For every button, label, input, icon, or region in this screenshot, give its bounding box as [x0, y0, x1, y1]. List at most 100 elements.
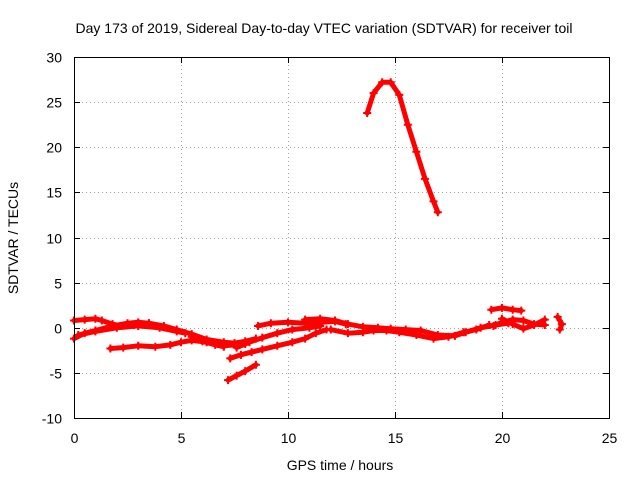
data-point [553, 312, 562, 321]
data-point [232, 343, 241, 352]
data-point [211, 340, 220, 349]
data-point [487, 305, 496, 314]
y-tick-label: 20 [46, 140, 62, 156]
data-point [508, 305, 517, 314]
data-point [343, 320, 352, 329]
data-point [301, 315, 310, 324]
data-point [273, 329, 282, 338]
data-point [429, 197, 438, 206]
series-arc-12 [364, 79, 441, 215]
y-tick-label: 10 [46, 231, 62, 247]
data-point [378, 78, 387, 87]
y-tick-label: 30 [46, 50, 62, 66]
data-point [459, 328, 468, 337]
data-point [226, 354, 235, 363]
data-point [358, 328, 367, 337]
data-point [254, 321, 263, 330]
data-point [395, 90, 404, 99]
data-point [97, 316, 106, 325]
y-tick-label: -10 [42, 411, 62, 427]
data-point [91, 314, 100, 323]
data-point [416, 326, 425, 335]
data-point [498, 314, 506, 323]
data-point [258, 333, 267, 342]
data-point [224, 376, 233, 385]
tick-layer: 0 5 10 15 20 25 -10 -5 0 5 10 15 20 25 30 [42, 50, 618, 447]
x-tick-label: 20 [495, 430, 511, 446]
data-point [232, 371, 241, 380]
data-point [172, 327, 181, 336]
data-point [301, 334, 310, 343]
data-point [369, 326, 378, 335]
data-point [326, 325, 335, 334]
data-point [284, 318, 292, 327]
data-point [472, 325, 481, 334]
data-point [258, 345, 267, 354]
chart-title: Day 173 of 2019, Sidereal Day-to-day VTE… [76, 20, 573, 36]
data-point [106, 344, 115, 353]
data-point [198, 337, 207, 346]
data-point [155, 323, 164, 332]
data-point [177, 338, 185, 347]
data-point [517, 306, 526, 315]
data-point [119, 343, 128, 352]
data-point [508, 320, 517, 329]
data-point [166, 340, 175, 349]
data-point [498, 303, 506, 312]
data-point [266, 319, 275, 328]
data-point [386, 78, 395, 87]
data-point [519, 316, 528, 325]
data-point [241, 367, 250, 376]
data-point [288, 325, 297, 334]
x-tick-label: 25 [602, 430, 618, 446]
data-point [412, 330, 421, 339]
data-point [369, 89, 378, 98]
series-arc-6 [225, 362, 259, 383]
series-arc-5 [189, 334, 227, 350]
data-point [557, 320, 566, 329]
y-tick-label: 0 [54, 321, 62, 337]
x-tick-label: 0 [71, 430, 79, 446]
data-point [80, 315, 89, 324]
data-point [420, 174, 429, 183]
data-point [134, 341, 143, 350]
grid-layer [74, 57, 609, 418]
data-point [489, 321, 498, 330]
data-point [91, 327, 100, 336]
data-point [403, 120, 412, 129]
y-tick-label: 15 [46, 185, 62, 201]
x-tick-label: 15 [388, 430, 404, 446]
series-layer [70, 78, 566, 385]
data-point [555, 325, 564, 334]
data-point [311, 329, 320, 338]
data-point [151, 342, 160, 351]
y-tick-label: -5 [50, 366, 63, 382]
x-tick-label: 10 [281, 430, 297, 446]
data-point [74, 330, 83, 339]
series-arc-13 [488, 305, 524, 314]
data-point [331, 316, 340, 325]
data-point [363, 108, 372, 117]
data-point [219, 342, 228, 351]
data-point [530, 321, 539, 330]
data-point [343, 329, 352, 338]
data-point [444, 332, 453, 341]
data-point [429, 334, 438, 343]
data-point [181, 329, 190, 338]
data-point [540, 315, 549, 324]
data-point [412, 147, 421, 156]
data-point [382, 326, 391, 335]
data-point [395, 328, 404, 337]
data-point [236, 350, 245, 359]
data-point [273, 341, 282, 350]
data-point [247, 348, 256, 357]
y-tick-label: 25 [46, 95, 62, 111]
data-point [433, 208, 442, 217]
data-point [251, 360, 260, 369]
data-point [288, 338, 297, 347]
data-point [519, 324, 528, 333]
data-point [134, 321, 143, 330]
x-axis-label: GPS time / hours [287, 457, 394, 473]
y-tick-label: 5 [54, 276, 62, 292]
